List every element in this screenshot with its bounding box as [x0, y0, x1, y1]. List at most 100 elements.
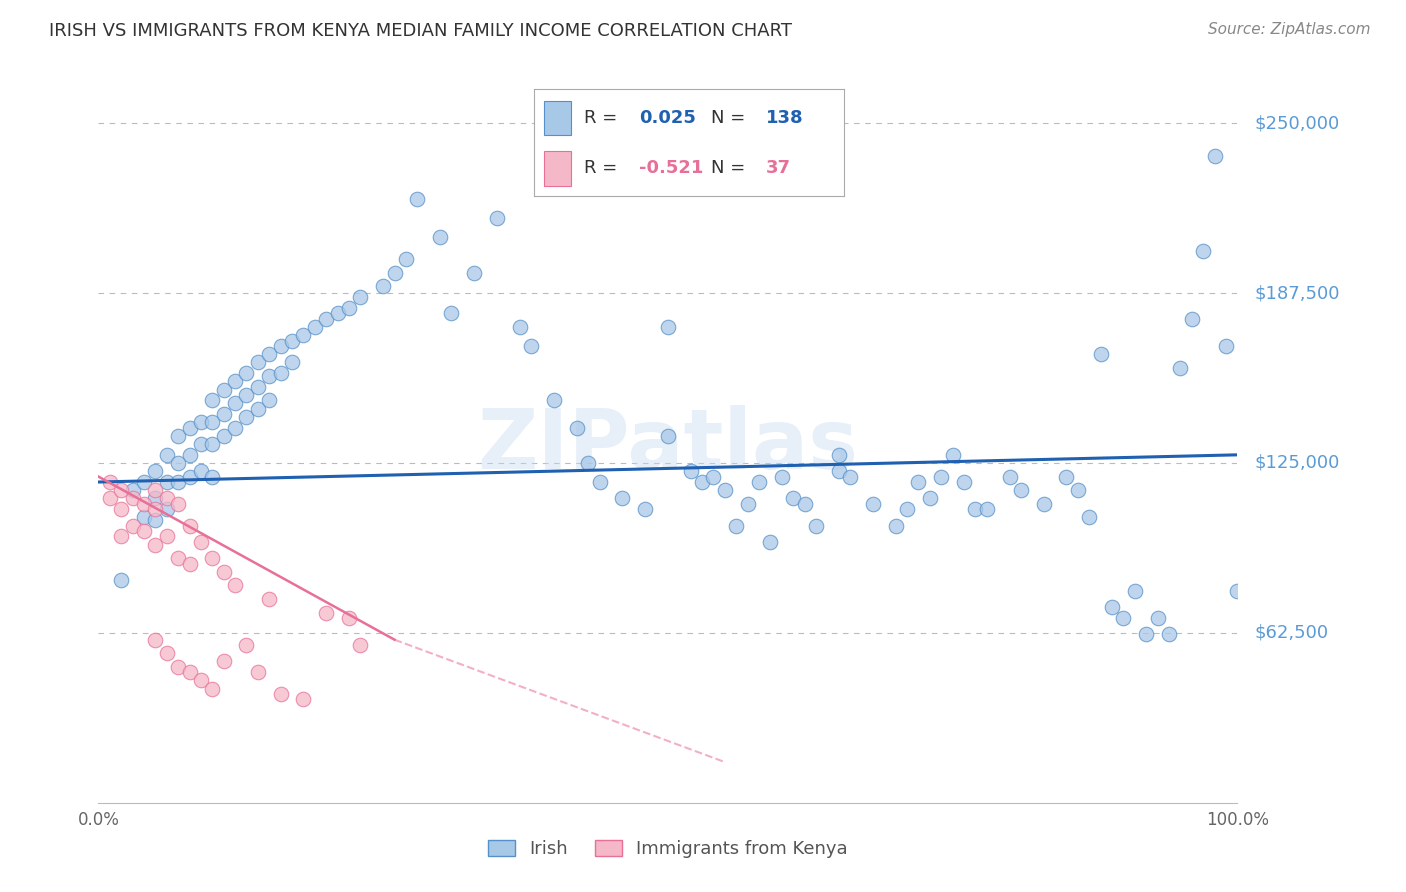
- Point: [190, 437, 212, 451]
- Point: [292, 328, 315, 343]
- Point: [304, 320, 326, 334]
- Text: ZIPatlas: ZIPatlas: [478, 406, 858, 486]
- Point: [121, 491, 143, 506]
- Point: [953, 475, 976, 489]
- Point: [201, 469, 224, 483]
- Point: [406, 192, 429, 206]
- Point: [156, 491, 179, 506]
- Text: $187,500: $187,500: [1254, 284, 1340, 302]
- Text: R =: R =: [583, 160, 623, 178]
- Point: [167, 475, 190, 489]
- Point: [246, 380, 269, 394]
- Point: [235, 638, 257, 652]
- Point: [759, 534, 782, 549]
- Point: [1112, 611, 1135, 625]
- Point: [145, 632, 167, 647]
- Point: [190, 673, 212, 688]
- Point: [1204, 149, 1226, 163]
- Point: [259, 347, 281, 361]
- Point: [326, 306, 349, 320]
- Point: [804, 518, 827, 533]
- Point: [179, 469, 201, 483]
- Point: [179, 518, 201, 533]
- Point: [657, 429, 679, 443]
- Point: [1170, 360, 1192, 375]
- Point: [201, 393, 224, 408]
- Point: [121, 483, 143, 498]
- Point: [384, 266, 406, 280]
- Text: Source: ZipAtlas.com: Source: ZipAtlas.com: [1208, 22, 1371, 37]
- Point: [588, 475, 610, 489]
- Point: [565, 420, 588, 434]
- Point: [1135, 627, 1157, 641]
- Point: [167, 660, 190, 674]
- Point: [259, 369, 281, 384]
- Legend: Irish, Immigrants from Kenya: Irish, Immigrants from Kenya: [481, 832, 855, 865]
- Point: [270, 366, 292, 380]
- Text: 37: 37: [766, 160, 792, 178]
- Point: [337, 301, 360, 315]
- Point: [98, 475, 121, 489]
- Point: [121, 518, 143, 533]
- Point: [634, 502, 657, 516]
- Point: [259, 393, 281, 408]
- Point: [770, 469, 793, 483]
- Point: [1226, 583, 1249, 598]
- Point: [998, 469, 1021, 483]
- Point: [212, 407, 235, 421]
- Point: [145, 502, 167, 516]
- Point: [212, 383, 235, 397]
- Point: [839, 469, 862, 483]
- Point: [862, 497, 884, 511]
- Point: [349, 638, 371, 652]
- Point: [315, 312, 337, 326]
- Point: [576, 456, 599, 470]
- Text: IRISH VS IMMIGRANTS FROM KENYA MEDIAN FAMILY INCOME CORRELATION CHART: IRISH VS IMMIGRANTS FROM KENYA MEDIAN FA…: [49, 22, 792, 40]
- Point: [190, 534, 212, 549]
- Point: [212, 655, 235, 669]
- Point: [179, 448, 201, 462]
- Point: [315, 606, 337, 620]
- Point: [132, 475, 155, 489]
- FancyBboxPatch shape: [544, 152, 571, 186]
- Text: -0.521: -0.521: [640, 160, 704, 178]
- Point: [190, 464, 212, 478]
- Point: [132, 524, 155, 538]
- Point: [224, 420, 246, 434]
- Point: [179, 420, 201, 434]
- Point: [156, 475, 179, 489]
- Point: [725, 518, 748, 533]
- Point: [167, 551, 190, 566]
- Point: [1054, 469, 1078, 483]
- Point: [132, 497, 155, 511]
- Point: [145, 464, 167, 478]
- Point: [110, 529, 132, 543]
- Point: [371, 279, 394, 293]
- Point: [201, 415, 224, 429]
- Point: [292, 692, 315, 706]
- Point: [690, 475, 713, 489]
- Point: [145, 491, 167, 506]
- Point: [235, 388, 257, 402]
- Point: [235, 409, 257, 424]
- Point: [1146, 611, 1168, 625]
- Point: [1067, 483, 1090, 498]
- Point: [246, 665, 269, 680]
- Point: [110, 502, 132, 516]
- Text: 138: 138: [766, 109, 804, 127]
- Point: [714, 483, 737, 498]
- Point: [167, 456, 190, 470]
- Point: [349, 290, 371, 304]
- Point: [167, 429, 190, 443]
- Point: [201, 551, 224, 566]
- Point: [110, 483, 132, 498]
- Point: [246, 401, 269, 416]
- Point: [201, 681, 224, 696]
- Point: [190, 415, 212, 429]
- Point: [918, 491, 941, 506]
- Point: [828, 448, 851, 462]
- Point: [1090, 347, 1112, 361]
- Text: R =: R =: [583, 109, 623, 127]
- Point: [520, 339, 543, 353]
- Point: [270, 687, 292, 701]
